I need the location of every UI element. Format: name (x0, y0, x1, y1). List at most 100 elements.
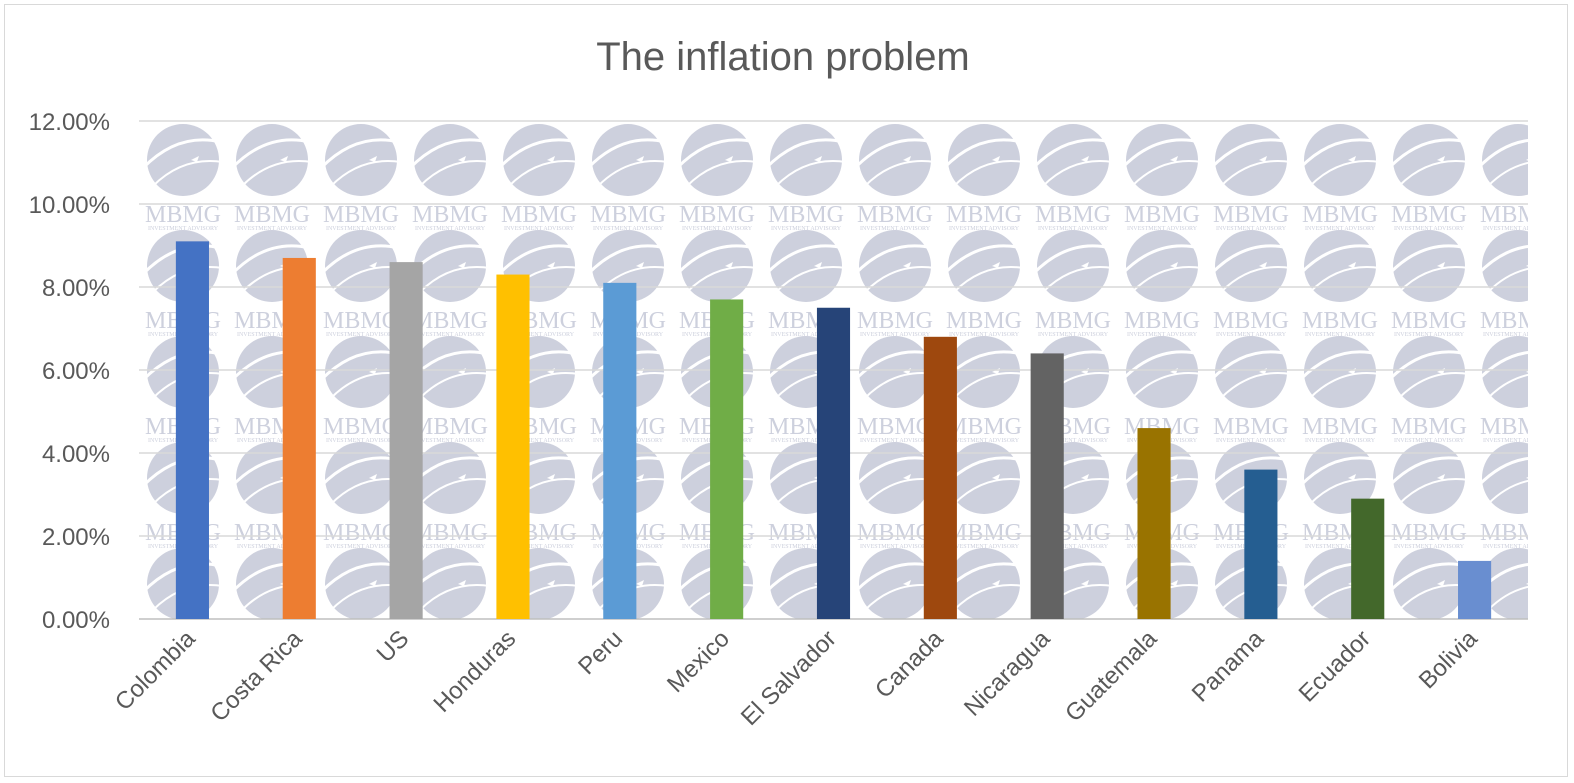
watermark-text: MBMG (1480, 520, 1556, 546)
y-tick-label: 10.00% (29, 192, 110, 219)
arrow-icon (725, 262, 733, 268)
watermark-subtext: INVESTMENT ADVISORY (949, 332, 1020, 338)
watermark-text: MBMG (145, 202, 221, 228)
swoosh-mark (1120, 138, 1201, 170)
arrow-icon (547, 262, 555, 268)
swoosh-mark (1487, 479, 1528, 505)
arrow-icon (547, 580, 555, 586)
swoosh-mark (1120, 350, 1201, 382)
bar-nicaragua (1030, 353, 1064, 619)
watermark-subtext: INVESTMENT ADVISORY (504, 650, 575, 656)
watermark-text: MBMG (412, 308, 488, 334)
globe-icon (1482, 230, 1528, 302)
swoosh-mark (419, 372, 491, 399)
watermark-text: MBMG (323, 202, 399, 228)
y-tick-label: 6.00% (42, 358, 110, 385)
swoosh-mark (508, 160, 580, 187)
watermark-text: MBMG (1391, 520, 1467, 546)
globe-icon (503, 124, 575, 196)
watermark-subtext: INVESTMENT ADVISORY (1394, 544, 1465, 550)
swoosh-mark (953, 372, 1025, 399)
swoosh-mark (330, 160, 402, 187)
watermark-subtext: INVESTMENT ADVISORY (1483, 226, 1554, 232)
globe-icon (1215, 230, 1287, 302)
swoosh-mark (419, 584, 491, 611)
arrow-icon (1526, 583, 1528, 585)
x-tick-label: Bolivia (1414, 625, 1484, 695)
arrow-icon (1437, 580, 1445, 586)
y-tick-label: 4.00% (42, 441, 110, 468)
arrow-icon (1170, 262, 1178, 268)
watermark-text: MBMG (1035, 202, 1111, 228)
watermark-subtext: INVESTMENT ADVISORY (771, 438, 842, 444)
arrow-icon (1348, 262, 1356, 268)
arrow-icon (1348, 474, 1356, 480)
watermark-text: MBMG (679, 202, 755, 228)
globe-icon (1393, 548, 1465, 619)
globe-icon (681, 230, 753, 302)
arrow-icon (814, 156, 822, 162)
swoosh-mark (1042, 160, 1114, 187)
arrow-icon (547, 156, 555, 162)
arrow-icon (903, 580, 911, 586)
globe-icon (592, 124, 664, 196)
swoosh-mark (1476, 245, 1528, 276)
watermark-text: MBMG (501, 202, 577, 228)
watermark-text: MBMG (1391, 308, 1467, 334)
watermark-text: MBMG (857, 414, 933, 440)
arrow-icon (458, 156, 466, 162)
watermark-subtext: INVESTMENT ADVISORY (1216, 226, 1287, 232)
swoosh-mark (1209, 138, 1290, 170)
globe-icon (414, 548, 486, 619)
bar-mexico (710, 299, 744, 619)
swoosh-mark (1398, 478, 1470, 505)
x-tick-label: Costa Rica (205, 625, 308, 728)
globe-icon (325, 230, 397, 302)
globe-icon (325, 124, 397, 196)
watermark-text: MBMG (1480, 414, 1556, 440)
arrow-icon (1526, 477, 1528, 479)
watermark-subtext: INVESTMENT ADVISORY (593, 226, 664, 232)
watermark-subtext: INVESTMENT ADVISORY (1394, 332, 1465, 338)
swoosh-mark (319, 138, 400, 170)
bar-el-salvador (816, 307, 851, 619)
swoosh-mark (419, 478, 491, 505)
swoosh-mark (853, 244, 934, 276)
arrow-icon (1081, 580, 1089, 586)
arrow-icon (369, 156, 377, 162)
watermark-text: MBMG (1302, 202, 1378, 228)
arrow-icon (1348, 156, 1356, 162)
globe-icon (1304, 442, 1376, 514)
swoosh-mark (141, 138, 222, 170)
swoosh-mark (1209, 350, 1290, 382)
swoosh-mark (953, 160, 1025, 187)
arrow-icon (1081, 474, 1089, 480)
watermark-subtext: INVESTMENT ADVISORY (682, 226, 753, 232)
swoosh-mark (1487, 373, 1528, 399)
watermark-subtext: INVESTMENT ADVISORY (949, 544, 1020, 550)
watermark-subtext: INVESTMENT ADVISORY (415, 438, 486, 444)
swoosh-mark (1476, 351, 1528, 382)
watermark-subtext: INVESTMENT ADVISORY (1038, 438, 1109, 444)
swoosh-mark (1220, 160, 1292, 187)
watermark-subtext: INVESTMENT ADVISORY (771, 544, 842, 550)
arrow-icon (1526, 371, 1528, 373)
swoosh-mark (1131, 372, 1203, 399)
watermark-text: MBMG (1480, 626, 1556, 652)
